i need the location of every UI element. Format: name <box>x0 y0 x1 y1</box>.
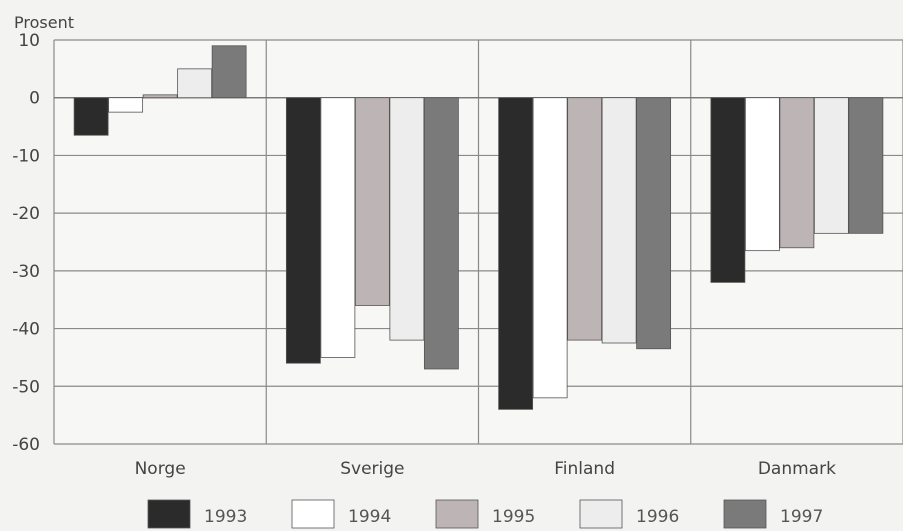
legend: 1993 1994 1995 1996 1997 <box>147 499 823 529</box>
legend-swatch-1994 <box>291 499 335 529</box>
bar-norge-1993 <box>73 97 109 136</box>
bar-sverige-1993 <box>285 97 321 364</box>
bar-danmark-1997 <box>848 97 884 234</box>
y-tick-label: -50 <box>12 377 40 397</box>
axes: 10 0 -10 -20 -30 -40 -50 -60 Norge Sverige Finland… <box>12 31 836 479</box>
bar-norge-1995 <box>142 94 178 99</box>
bar-norge-1996 <box>177 68 213 99</box>
bar-danmark-1995 <box>779 97 815 249</box>
bar-finland-1993 <box>498 97 534 410</box>
bar-sverige-1994 <box>320 97 356 358</box>
bar-finland-1994 <box>532 97 568 399</box>
legend-label-1993: 1993 <box>204 507 247 527</box>
bar-norge-1994 <box>108 97 144 113</box>
x-category-label: Norge <box>135 459 186 479</box>
bar-finland-1996 <box>601 97 637 344</box>
legend-swatch-1995 <box>435 499 479 529</box>
bars <box>73 45 884 410</box>
x-category-label: Danmark <box>758 459 836 479</box>
bar-norge-1997 <box>211 45 247 99</box>
y-tick-label: -40 <box>12 320 40 340</box>
bar-sverige-1997 <box>423 97 459 370</box>
y-tick-label: -30 <box>12 262 40 282</box>
y-tick-label: 10 <box>18 31 40 51</box>
bar-danmark-1996 <box>813 97 849 234</box>
legend-label-1996: 1996 <box>636 507 679 527</box>
bar-sverige-1995 <box>354 97 390 306</box>
bar-finland-1995 <box>567 97 603 341</box>
y-tick-label: -20 <box>12 204 40 224</box>
unit-label: Prosent <box>14 13 74 32</box>
x-category-label: Sverige <box>340 459 404 479</box>
y-tick-label: 0 <box>29 89 40 109</box>
legend-label-1995: 1995 <box>492 507 535 527</box>
bar-sverige-1996 <box>389 97 425 341</box>
legend-swatch-1996 <box>579 499 623 529</box>
legend-label-1997: 1997 <box>780 507 823 527</box>
y-tick-label: -60 <box>12 435 40 455</box>
bar-danmark-1994 <box>744 97 780 252</box>
bar-finland-1997 <box>636 97 672 350</box>
legend-label-1994: 1994 <box>348 507 391 527</box>
bar-danmark-1993 <box>710 97 746 283</box>
y-tick-label: -10 <box>12 146 40 166</box>
legend-swatch-1997 <box>723 499 767 529</box>
x-category-label: Finland <box>554 459 615 479</box>
legend-swatch-1993 <box>147 499 191 529</box>
